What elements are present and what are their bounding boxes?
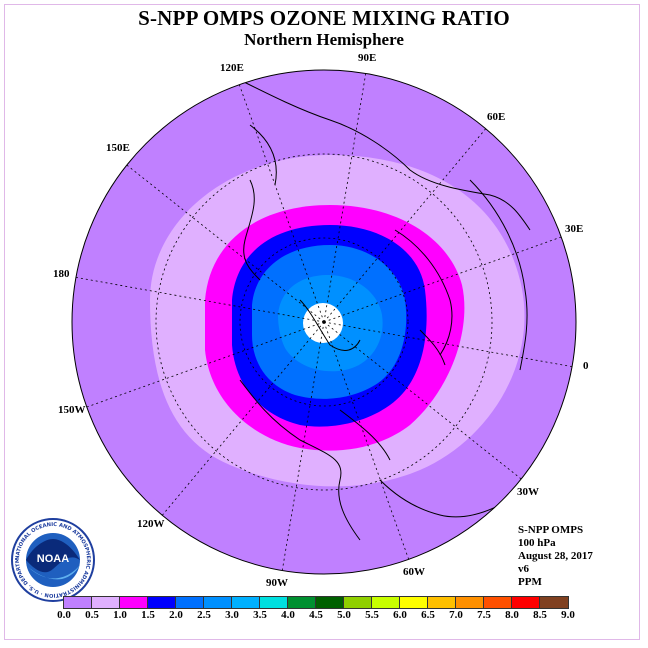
colorbar-tick-label: 9.0 [561, 609, 575, 621]
colorbar-tick-label: 1.0 [113, 609, 127, 621]
info-units: PPM [518, 576, 542, 588]
lon-label-150w: 150W [58, 404, 86, 416]
colorbar-tick-label: 0.0 [57, 609, 71, 621]
lon-label-120w: 120W [137, 518, 165, 530]
colorbar-tick-label: 0.5 [85, 609, 99, 621]
colorbar-tick-label: 6.0 [393, 609, 407, 621]
colorbar-swatch [260, 597, 288, 608]
chart-subtitle: Northern Hemisphere [244, 30, 404, 49]
graticule [73, 71, 575, 573]
colorbar-swatch [372, 597, 400, 608]
info-block: S-NPP OMPS 100 hPa August 28, 2017 v6 PP… [518, 524, 593, 589]
lon-label-0: 0 [583, 360, 589, 372]
colorbar-swatch [148, 597, 176, 608]
colorbar [63, 596, 569, 609]
colorbar-tick-label: 3.5 [253, 609, 267, 621]
colorbar-swatch [400, 597, 428, 608]
colorbar-swatch [176, 597, 204, 608]
colorbar-swatch [232, 597, 260, 608]
colorbar-swatch [316, 597, 344, 608]
coastlines [239, 79, 531, 541]
info-level: 100 hPa [518, 537, 556, 549]
colorbar-tick-label: 2.0 [169, 609, 183, 621]
colorbar-swatch [540, 597, 568, 608]
info-version: v6 [518, 563, 529, 575]
info-instrument: S-NPP OMPS [518, 524, 584, 536]
colorbar-tick-label: 4.5 [309, 609, 323, 621]
colorbar-tick-label: 8.5 [533, 609, 547, 621]
colorbar-swatch [64, 597, 92, 608]
colorbar-tick-label: 2.5 [197, 609, 211, 621]
colorbar-tick-label: 7.5 [477, 609, 491, 621]
colorbar-swatch [120, 597, 148, 608]
noaa-logo: NATIONAL OCEANIC AND ATMOSPHERIC ADMINIS… [10, 517, 95, 602]
colorbar-tick-label: 3.0 [225, 609, 239, 621]
colorbar-tick-label: 5.0 [337, 609, 351, 621]
lon-label-180: 180 [53, 268, 70, 280]
colorbar-swatch [512, 597, 540, 608]
lon-label-60w: 60W [403, 566, 425, 578]
colorbar-tick-label: 8.0 [505, 609, 519, 621]
lon-label-30w: 30W [517, 486, 539, 498]
info-date: August 28, 2017 [518, 550, 593, 562]
figure-frame [4, 4, 640, 640]
lon-label-150e: 150E [106, 142, 130, 154]
lon-label-120e: 120E [220, 62, 244, 74]
colorbar-swatch [204, 597, 232, 608]
colorbar-swatch [456, 597, 484, 608]
colorbar-tick-label: 5.5 [365, 609, 379, 621]
lon-label-90w: 90W [266, 577, 288, 589]
map-boundary [71, 69, 577, 575]
colorbar-ticks: 0.0 0.5 1.0 1.5 2.0 2.5 3.0 3.5 4.0 4.5 5.0 5.5 6.0 6… [57, 609, 583, 623]
colorbar-swatch [428, 597, 456, 608]
colorbar-tick-label: 1.5 [141, 609, 155, 621]
lon-label-30e: 30E [565, 223, 584, 235]
colorbar-tick-label: 7.0 [449, 609, 463, 621]
colorbar-tick-label: 4.0 [281, 609, 295, 621]
colorbar-swatch [344, 597, 372, 608]
chart-title: S-NPP OMPS OZONE MIXING RATIO [138, 6, 510, 30]
lon-label-90e: 90E [358, 52, 377, 64]
colorbar-swatch [92, 597, 120, 608]
colorbar-swatch [288, 597, 316, 608]
lon-label-60e: 60E [487, 111, 506, 123]
noaa-logo-text: NOAA [37, 553, 69, 565]
colorbar-tick-label: 6.5 [421, 609, 435, 621]
colorbar-swatch [484, 597, 512, 608]
